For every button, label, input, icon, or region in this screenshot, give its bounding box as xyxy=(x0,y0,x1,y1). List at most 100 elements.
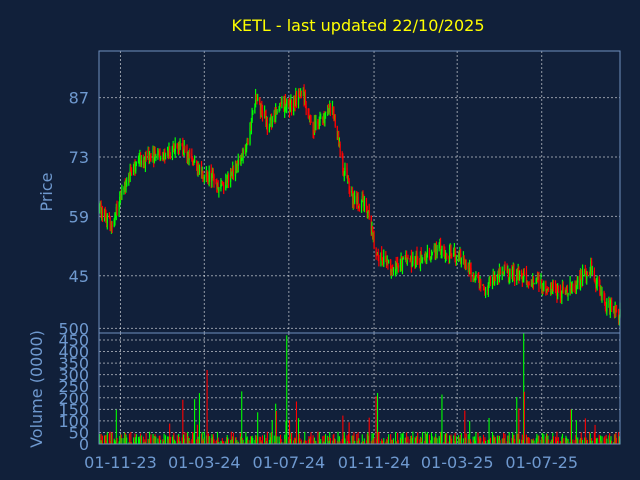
candle-body xyxy=(197,167,199,171)
candle-body xyxy=(347,176,349,178)
candle-body xyxy=(530,283,532,287)
candle-body xyxy=(547,288,549,291)
candle-body xyxy=(242,149,244,158)
candle-body xyxy=(555,288,557,290)
candle-body xyxy=(455,258,457,261)
candle-body xyxy=(585,272,587,279)
candle-body xyxy=(564,289,566,293)
candle-body xyxy=(373,232,375,249)
candle-body xyxy=(401,256,403,268)
candle-body xyxy=(439,244,442,254)
price-tick-label: 73 xyxy=(69,148,89,167)
candle-body xyxy=(557,288,559,297)
candle-body xyxy=(351,190,354,204)
candle-body xyxy=(144,162,146,166)
candle-body xyxy=(565,291,567,293)
candle-body xyxy=(285,106,287,108)
candle-body xyxy=(605,308,607,312)
candle-body xyxy=(468,266,470,275)
candle-body xyxy=(399,265,401,268)
candle-body xyxy=(279,103,282,104)
candle-body xyxy=(556,289,558,297)
candle-body xyxy=(341,155,343,158)
candle-body xyxy=(210,170,212,182)
candle-body xyxy=(400,256,402,266)
candle-body xyxy=(415,253,417,262)
candle-body xyxy=(155,155,157,157)
candle-body xyxy=(221,181,223,184)
candle-body xyxy=(494,274,496,280)
candle-body xyxy=(157,153,160,155)
candle-body xyxy=(480,280,482,286)
volume-tick-label: 100 xyxy=(58,412,89,431)
candle-body xyxy=(473,274,475,280)
candle-body xyxy=(604,304,607,309)
candle-body xyxy=(283,102,285,112)
candle-body xyxy=(504,267,506,268)
candle-body xyxy=(105,210,107,221)
candle-body xyxy=(574,286,576,288)
volume-tick-label: 500 xyxy=(58,319,89,338)
candle-body xyxy=(571,286,573,289)
candle-body xyxy=(123,188,125,191)
candle-body xyxy=(212,173,214,175)
candle-body xyxy=(139,155,142,165)
candle-body xyxy=(380,252,382,260)
candle-body xyxy=(126,183,128,186)
candle-body xyxy=(363,198,365,207)
candle-body xyxy=(130,168,132,170)
candle-body xyxy=(236,164,238,172)
candle-body xyxy=(387,260,390,264)
candle-body xyxy=(559,290,562,297)
candle-body xyxy=(586,274,589,275)
candle-body xyxy=(603,291,605,300)
candle-body xyxy=(545,290,548,291)
candle-body xyxy=(101,207,104,217)
candle-body xyxy=(522,279,524,283)
price-axis-label: Price xyxy=(37,172,56,211)
candle-body xyxy=(342,157,344,173)
candle-body xyxy=(153,149,155,163)
candle-body xyxy=(497,271,499,276)
candle-body xyxy=(439,244,441,246)
candle-body xyxy=(187,152,189,159)
candle-body xyxy=(100,203,102,218)
candle-body xyxy=(570,288,573,290)
candle-body xyxy=(511,268,513,277)
candle-body xyxy=(244,149,246,154)
candle-body xyxy=(111,225,113,227)
candle-body xyxy=(608,301,610,303)
candle-body xyxy=(407,257,409,259)
candle-body xyxy=(200,166,203,174)
candle-body xyxy=(260,107,262,114)
candle-body xyxy=(561,286,564,292)
candle-body xyxy=(323,116,325,123)
candle-body xyxy=(251,113,253,121)
candle-body xyxy=(222,183,224,186)
volume-tick-label: 400 xyxy=(58,343,89,362)
candle-body xyxy=(562,286,564,290)
candle-body xyxy=(426,255,428,261)
candle-body xyxy=(401,258,404,268)
candle-body xyxy=(286,99,288,107)
candle-body xyxy=(314,120,316,130)
candle-body xyxy=(417,259,419,262)
candle-body xyxy=(114,216,116,220)
candle-body xyxy=(346,167,348,178)
candle-body xyxy=(118,204,120,211)
candle-body xyxy=(128,174,130,184)
candle-body xyxy=(527,282,529,284)
candle-body xyxy=(586,274,588,279)
candle-body xyxy=(144,155,147,166)
candle-body xyxy=(246,139,248,144)
volume-tick-label: 0 xyxy=(79,435,89,454)
candle-body xyxy=(239,159,241,165)
candle-body xyxy=(149,156,151,158)
price-tick-label: 59 xyxy=(69,207,89,226)
volume-tick-label: 250 xyxy=(58,377,89,396)
candle-body xyxy=(271,117,273,127)
candle-body xyxy=(237,159,239,166)
candle-body xyxy=(566,288,568,292)
candle-body xyxy=(99,203,101,205)
x-tick-label: 01-07-24 xyxy=(253,453,326,472)
